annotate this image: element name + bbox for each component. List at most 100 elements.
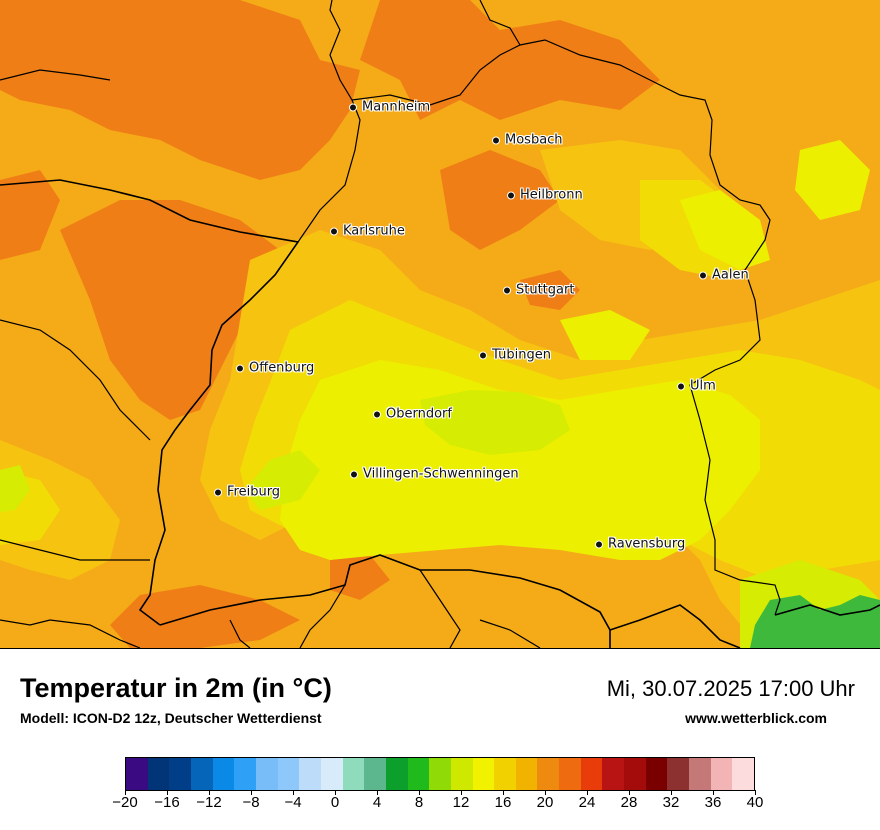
city-marker: Ulm [677, 379, 716, 394]
scale-tick-label: 12 [452, 794, 470, 811]
city-dot-icon [595, 540, 603, 548]
scale-tick-mark [335, 790, 336, 795]
scale-tick-mark [209, 790, 210, 795]
color-scale-swatch [732, 758, 755, 790]
scale-tick-label: 28 [620, 794, 638, 811]
model-info: Modell: ICON-D2 12z, Deutscher Wetterdie… [20, 710, 322, 726]
color-scale-swatch [515, 758, 538, 790]
map-title: Temperatur in 2m (in °C) [20, 673, 332, 703]
city-marker: Stuttgart [503, 283, 574, 298]
scale-tick-mark [377, 790, 378, 795]
color-scale-swatch [255, 758, 278, 790]
city-dot-icon [214, 488, 222, 496]
city-marker: Mannheim [349, 100, 430, 115]
scale-tick-label: −16 [154, 794, 180, 811]
city-dot-icon [236, 364, 244, 372]
city-label: Ulm [690, 378, 716, 394]
city-marker: Oberndorf [373, 407, 452, 422]
scale-tick-mark [587, 790, 588, 795]
city-label: Karlsruhe [343, 223, 405, 239]
color-scale-swatch [537, 758, 560, 790]
city-marker: Aalen [699, 268, 749, 283]
city-marker: Heilbronn [507, 188, 583, 203]
scale-tick-mark [461, 790, 462, 795]
city-dot-icon [350, 470, 358, 478]
city-marker: Offenburg [236, 361, 314, 376]
city-marker: Freiburg [214, 485, 280, 500]
city-dot-icon [677, 382, 685, 390]
city-dot-icon [330, 227, 338, 235]
city-dot-icon [492, 136, 500, 144]
scale-tick-mark [671, 790, 672, 795]
color-scale-swatch [624, 758, 646, 790]
color-scale-swatch [234, 758, 256, 790]
color-scale-swatch [407, 758, 430, 790]
scale-tick-mark [251, 790, 252, 795]
color-scale-swatch [147, 758, 170, 790]
city-marker: Mosbach [492, 133, 563, 148]
city-dot-icon [349, 103, 357, 111]
color-scale-swatch [277, 758, 300, 790]
scale-tick-label: 16 [494, 794, 512, 811]
color-scale-swatch [689, 758, 711, 790]
color-scale-swatch [494, 758, 516, 790]
color-scale-swatch [385, 758, 408, 790]
city-marker: Karlsruhe [330, 224, 405, 239]
color-scale-swatch [126, 758, 148, 790]
city-dot-icon [479, 351, 487, 359]
website-label: www.wetterblick.com [685, 710, 827, 726]
scale-tick-label: 40 [746, 794, 764, 811]
color-scale-ticks: −20 −16 −12 −8 −4 0 4 8 12 16 20 24 28 32 36 40 [0, 790, 880, 824]
city-label: Oberndorf [386, 406, 452, 422]
scale-tick-label: 24 [578, 794, 596, 811]
color-scale-swatch [299, 758, 321, 790]
scale-tick-mark [125, 790, 126, 795]
city-label: Villingen-Schwenningen [363, 466, 519, 482]
scale-tick-mark [503, 790, 504, 795]
scale-tick-label: −8 [242, 794, 260, 811]
color-scale-swatch [580, 758, 603, 790]
color-scale-swatch [364, 758, 386, 790]
scale-tick-mark [419, 790, 420, 795]
lemon-temperature-zone [280, 140, 870, 560]
city-dot-icon [699, 271, 707, 279]
color-scale-swatch [645, 758, 668, 790]
color-scale-swatch [320, 758, 343, 790]
scale-tick-label: −20 [112, 794, 138, 811]
scale-tick-mark [545, 790, 546, 795]
color-scale-swatch [450, 758, 473, 790]
color-scale-swatch [559, 758, 581, 790]
color-scale-swatch [212, 758, 235, 790]
color-scale-swatch [710, 758, 733, 790]
city-label: Tübingen [492, 347, 551, 363]
scale-tick-mark [713, 790, 714, 795]
city-label: Ravensburg [608, 536, 686, 552]
city-label: Freiburg [227, 484, 281, 500]
green-temperature-zone [750, 595, 880, 648]
city-label: Offenburg [249, 360, 315, 376]
color-scale-bar [125, 757, 755, 791]
city-dot-icon [507, 191, 515, 199]
forecast-datetime: Mi, 30.07.2025 17:00 Uhr [606, 676, 855, 701]
city-label: Mannheim [362, 99, 431, 115]
scale-tick-label: 4 [372, 794, 382, 811]
city-marker: Ravensburg [595, 537, 685, 552]
scale-tick-label: −4 [284, 794, 302, 811]
city-dot-icon [373, 410, 381, 418]
city-label: Mosbach [505, 132, 563, 148]
scale-tick-mark [293, 790, 294, 795]
scale-tick-label: 20 [536, 794, 554, 811]
border-lines [0, 0, 880, 648]
scale-tick-label: 36 [704, 794, 722, 811]
color-scale-swatch [169, 758, 191, 790]
scale-tick-label: 32 [662, 794, 680, 811]
city-marker: Villingen-Schwenningen [350, 467, 519, 482]
color-scale-swatch [667, 758, 690, 790]
city-dot-icon [503, 286, 511, 294]
map-canvas [0, 0, 880, 648]
temperature-map: Mannheim Mosbach Heilbronn Karlsruhe Aalen St… [0, 0, 880, 649]
scale-tick-mark [755, 790, 756, 795]
city-label: Heilbronn [520, 187, 583, 203]
scale-tick-mark [167, 790, 168, 795]
scale-tick-label: 0 [330, 794, 340, 811]
